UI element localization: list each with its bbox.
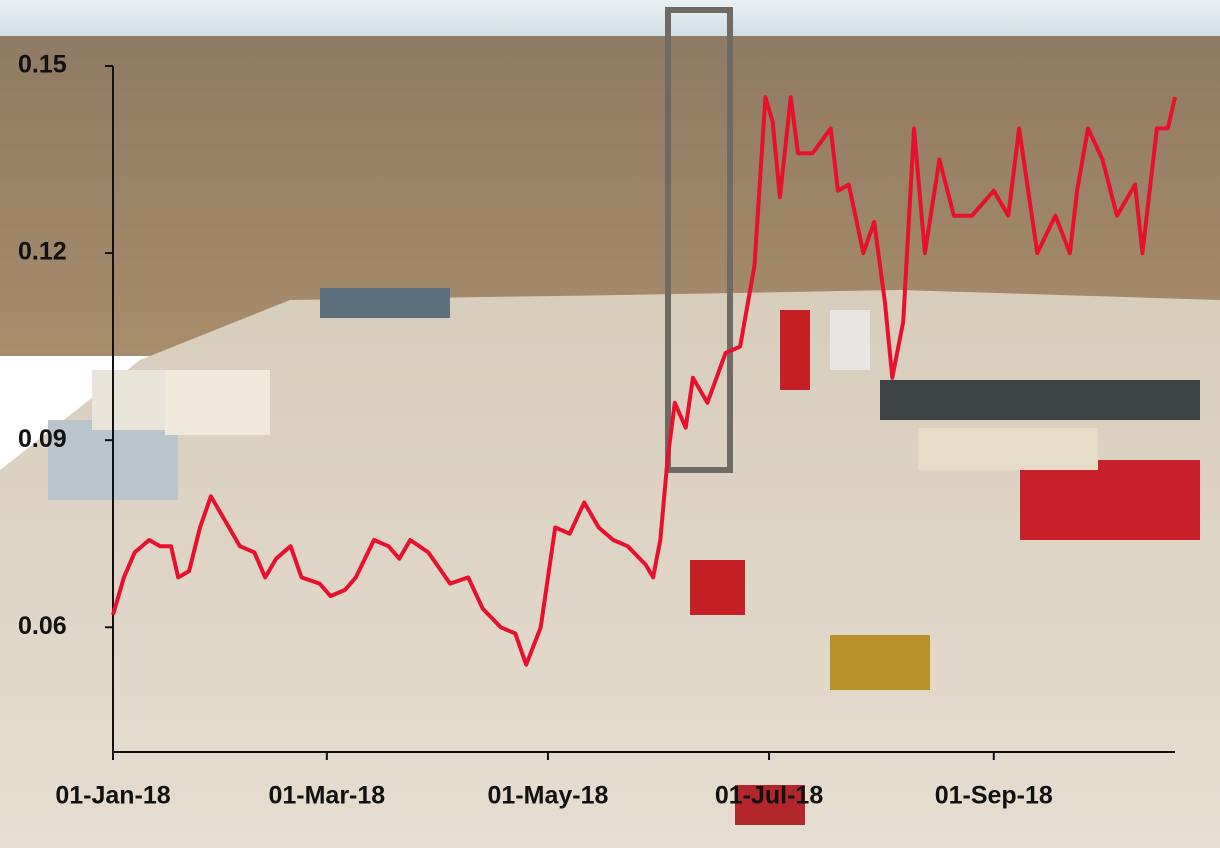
- data-line: [111, 95, 1177, 667]
- x-tick-label: 01-Mar-18: [268, 782, 385, 810]
- y-tick-label: 0.12: [18, 238, 67, 266]
- plot: 0.06 0.09 0.12 0.15 01-Jan-18 01-Mar-18 01-May…: [18, 51, 1177, 810]
- x-tick-label: 01-May-18: [487, 782, 608, 810]
- x-tick-label: 01-Sep-18: [935, 782, 1053, 810]
- y-tick-label: 0.06: [18, 612, 67, 640]
- x-tick-label: 01-Jul-18: [715, 782, 823, 810]
- x-tick-label: 01-Jan-18: [55, 782, 170, 810]
- y-tick-label: 0.15: [18, 51, 67, 79]
- y-tick-label: 0.09: [18, 425, 67, 453]
